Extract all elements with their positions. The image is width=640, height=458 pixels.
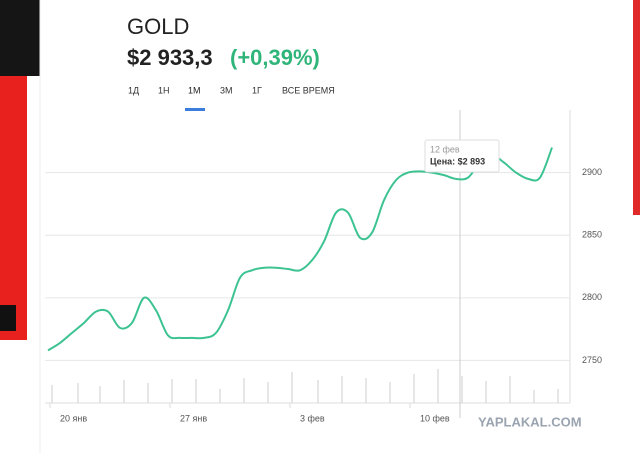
change: (+0,39%) xyxy=(230,45,320,70)
tab[interactable]: 1Н xyxy=(158,85,170,95)
x-tick-label: 20 янв xyxy=(60,413,87,423)
watermark: YAPLAKAL.COM xyxy=(478,414,582,429)
tab[interactable]: 1М xyxy=(188,85,201,95)
volume xyxy=(51,369,559,403)
ad-dark xyxy=(0,0,40,76)
tab-underline xyxy=(185,108,205,111)
x-tick-label: 3 фев xyxy=(300,413,325,423)
price: $2 933,3 xyxy=(127,45,213,70)
side-ad xyxy=(633,0,640,215)
tab[interactable]: 1Д xyxy=(128,85,139,95)
y-tick-label: 2750 xyxy=(582,355,602,365)
tab[interactable]: 1Г xyxy=(252,85,262,95)
tooltip-date: 12 фев xyxy=(430,144,460,154)
card xyxy=(40,0,625,453)
y-tick-label: 2900 xyxy=(582,167,602,177)
plot: 2750 2800 2850 2900 20 янв 27 янв 3 фев 10 фев 1… xyxy=(45,110,602,423)
price-line xyxy=(47,147,553,352)
y-tick-label: 2850 xyxy=(582,230,602,240)
ad-red xyxy=(0,76,27,340)
tabs: 1Д 1Н 1М 3М 1Г ВСЕ ВРЕМЯ xyxy=(128,85,335,111)
asset-title: GOLD xyxy=(127,14,189,39)
y-tick-label: 2800 xyxy=(582,292,602,302)
x-tick-label: 10 фев xyxy=(420,413,450,423)
tooltip-value: Цена: $2 893 xyxy=(430,156,485,166)
ad-block xyxy=(0,305,16,331)
tab[interactable]: ВСЕ ВРЕМЯ xyxy=(282,85,335,95)
tab[interactable]: 3М xyxy=(220,85,233,95)
tooltip-box xyxy=(424,139,500,173)
x-tick-label: 27 янв xyxy=(180,413,207,423)
